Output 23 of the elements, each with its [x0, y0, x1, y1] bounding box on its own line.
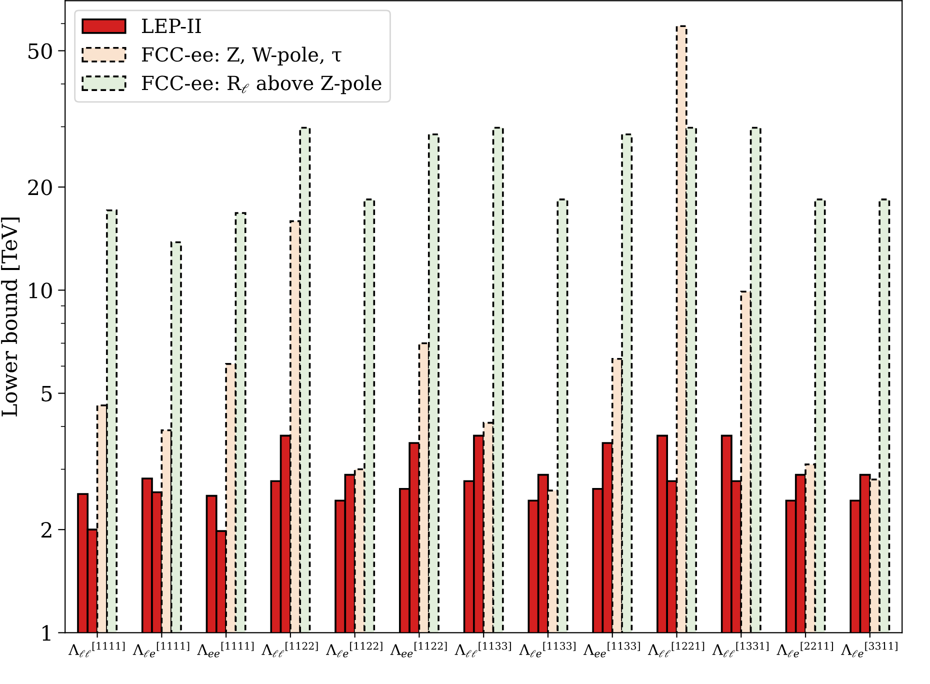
- x-tick-label: Λ$_{ee}$$^{[1122]}$: [390, 642, 447, 658]
- x-tick-label: Λ$_{ee}$$^{[1133]}$: [583, 642, 640, 658]
- y-tick-label: 10: [29, 282, 52, 298]
- y-tick-label: 20: [28, 180, 52, 196]
- x-tick-label: Λ$_{ℓℓ}$$^{[1331]}$: [712, 642, 768, 658]
- y-axis-title: Lower bound [TeV]: [1, 218, 20, 416]
- x-tick-label: Λ$_{ℓℓ}$$^{[1111]}$: [68, 642, 125, 658]
- x-tick-label: Λ$_{ℓe}$$^{[1122]}$: [326, 642, 382, 658]
- x-tick-label: Λ$_{ℓe}$$^{[3311]}$: [841, 642, 898, 658]
- legend-label: LEP-II: [142, 18, 201, 33]
- x-tick-label: Λ$_{ℓℓ}$$^{[1122]}$: [262, 642, 318, 658]
- x-tick-label: Λ$_{ℓℓ}$$^{[1133]}$: [454, 642, 511, 658]
- x-tick-label: Λ$_{ℓe}$$^{[2211]}$: [776, 642, 833, 658]
- x-tick-label: Λ$_{ee}$$^{[1111]}$: [197, 642, 254, 658]
- y-tick-label: 1: [42, 625, 50, 641]
- y-tick-label: 50: [28, 43, 52, 59]
- x-tick-label: Λ$_{ℓℓ}$$^{[1221]}$: [648, 642, 704, 658]
- x-tick-label: Λ$_{ℓe}$$^{[1111]}$: [132, 642, 190, 658]
- legend-label: FCC-ee: R$_{ℓ}$ above Z-pole: [142, 75, 382, 94]
- x-tick-label: Λ$_{ℓe}$$^{[1133]}$: [519, 642, 576, 658]
- y-tick-label: 5: [42, 386, 52, 402]
- legend-label: FCC-ee: Z, W-pole, τ: [142, 46, 342, 66]
- y-tick-label: 2: [41, 522, 52, 538]
